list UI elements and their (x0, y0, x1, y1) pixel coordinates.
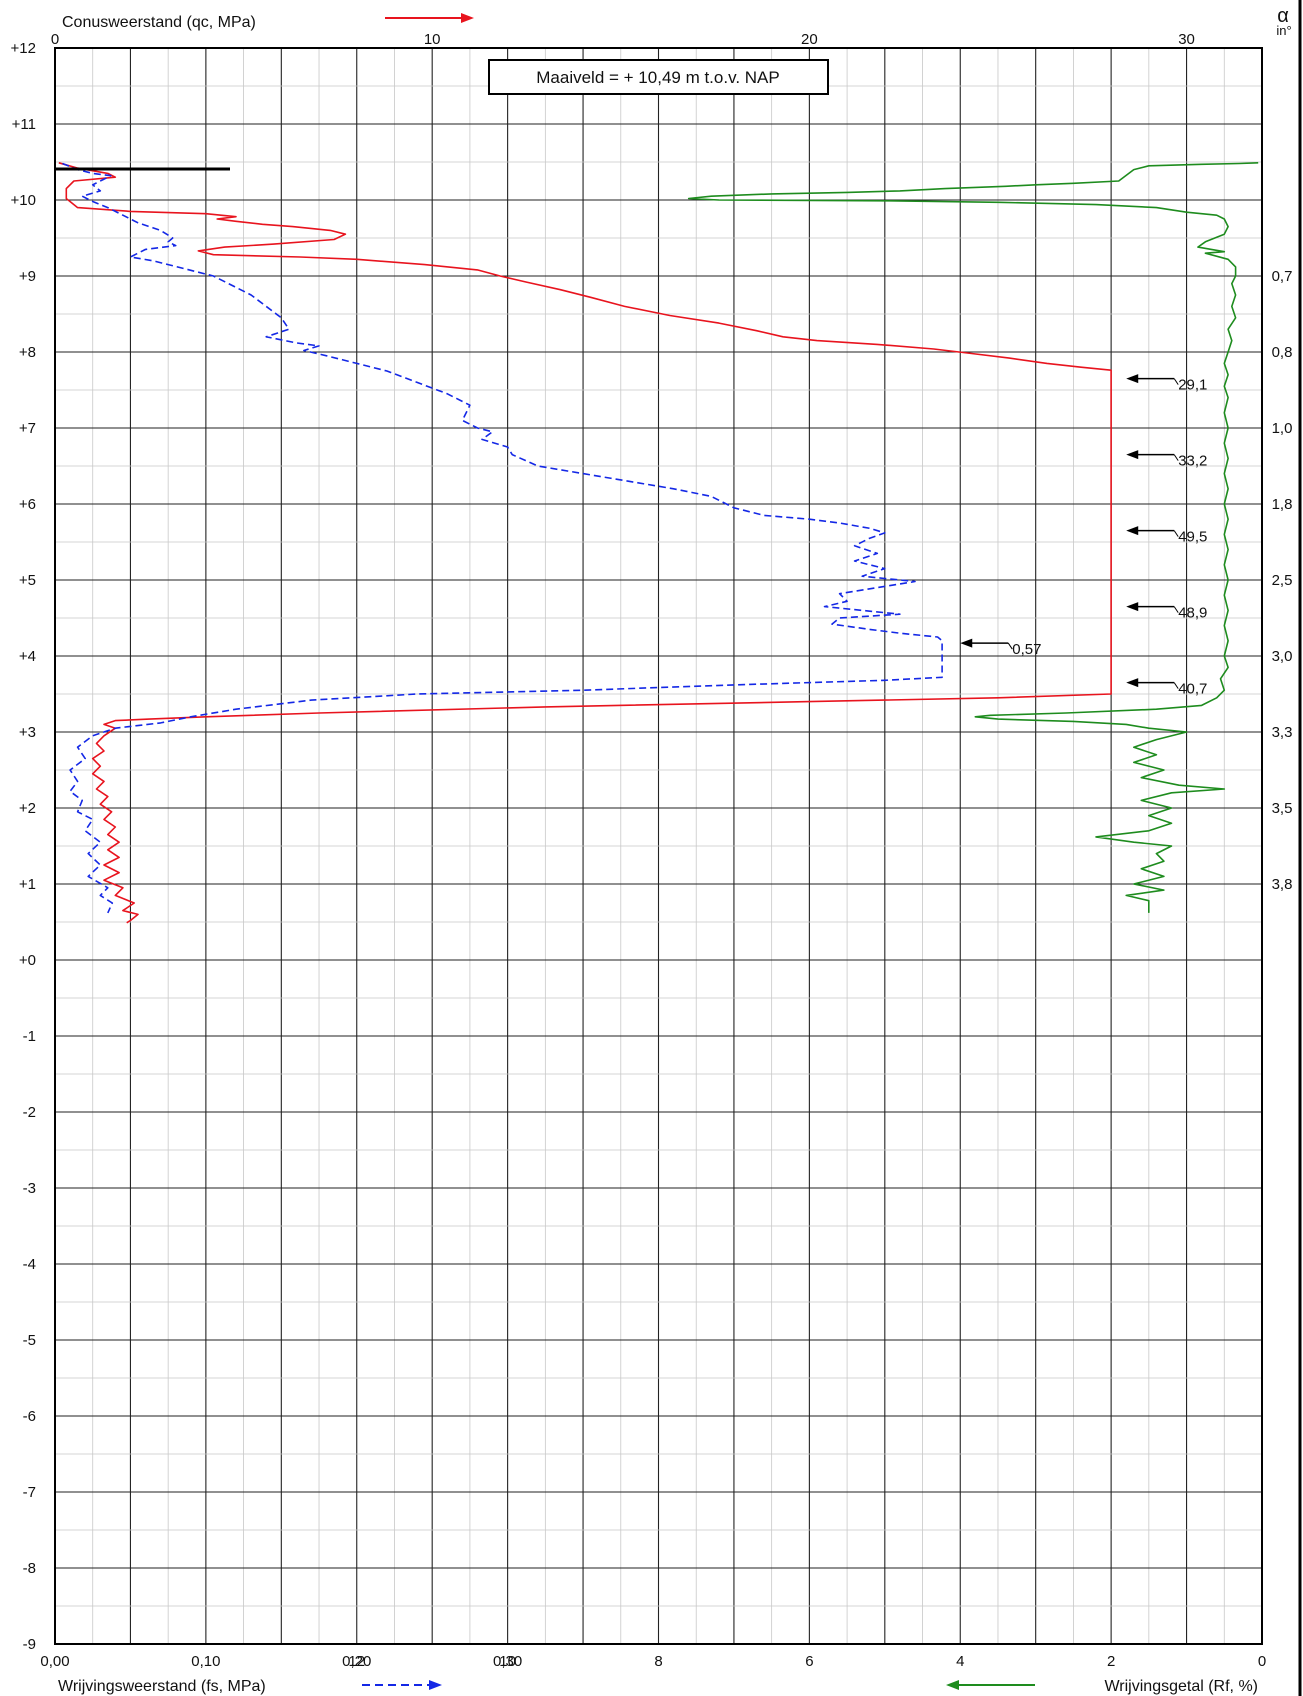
annotations: 29,1 33,2 49,5 48,9 40,7 0,57 (960, 374, 1207, 698)
annotation-leader (1173, 378, 1179, 385)
top-axis-title: Conusweerstand (qc, MPa) (62, 14, 256, 31)
annotation-value: 49,5 (1178, 529, 1207, 546)
annotation-value: 33,2 (1178, 453, 1207, 470)
bottom-left-axis-title: Wrijvingsweerstand (fs, MPa) (58, 1678, 266, 1695)
y-tick-label: -1 (23, 1028, 36, 1045)
annotation-arrowhead (960, 638, 973, 648)
annotation-arrowhead (1126, 526, 1139, 536)
annotation-leader (1173, 454, 1179, 461)
rf-line (687, 162, 1259, 913)
info-box-text: Maaiveld = + 10,49 m t.o.v. NAP (536, 68, 779, 87)
y-tick-label: +12 (11, 40, 36, 57)
series-layer (58, 162, 1259, 924)
y-tick-label: -7 (23, 1484, 36, 1501)
qc-line (58, 162, 1112, 924)
info-box-frame (488, 59, 829, 95)
bottom-right-x-tick-label: 2 (1107, 1653, 1115, 1670)
y-tick-label: +2 (19, 800, 36, 817)
inclination-label: 1,0 (1272, 420, 1293, 437)
annotation-leader (1173, 606, 1179, 613)
bottom-right-x-tick-label: 10 (499, 1653, 516, 1670)
annotation-value: 29,1 (1178, 377, 1207, 394)
top-x-tick-label: 30 (1178, 31, 1195, 48)
y-tick-label: +8 (19, 344, 36, 361)
y-tick-label: +0 (19, 952, 36, 969)
bottom-right-axis-title: Wrijvingsgetal (Rf, %) (1104, 1678, 1258, 1695)
y-tick-label: -3 (23, 1180, 36, 1197)
inclination-label: 0,7 (1272, 268, 1293, 285)
bottom-right-x-tick-label: 4 (956, 1653, 964, 1670)
annotation-arrowhead (1126, 450, 1139, 460)
inclination-label: 1,8 (1272, 496, 1293, 513)
y-tick-label: -2 (23, 1104, 36, 1121)
inclination-label: 3,5 (1272, 800, 1293, 817)
inclination-label: 3,8 (1272, 876, 1293, 893)
inclination-label: 3,3 (1272, 724, 1293, 741)
qc-legend-arrow (385, 13, 474, 23)
y-tick-label: +5 (19, 572, 36, 589)
y-tick-label: +3 (19, 724, 36, 741)
annotation-leader (1007, 642, 1013, 650)
y-tick-label: +6 (19, 496, 36, 513)
y-tick-label: +10 (11, 192, 36, 209)
y-tick-label: -8 (23, 1560, 36, 1577)
y-tick-label: +1 (19, 876, 36, 893)
annotation-arrowhead (1126, 602, 1139, 612)
annotation-leader (1173, 682, 1179, 689)
alpha-unit: in° (1276, 23, 1291, 38)
bottom-left-x-tick-label: 0,20 (342, 1653, 371, 1670)
tick-labels: +12 +11 +10 +9 +8 +7 +6 +5 +4 +3 +2 +1 +0 -1 -2 -3 -4 -5 -… (11, 31, 1293, 1670)
y-tick-label: +9 (19, 268, 36, 285)
fs-legend-arrow (362, 1680, 442, 1690)
y-tick-label: +4 (19, 648, 36, 665)
inclination-label: 2,5 (1272, 572, 1293, 589)
y-tick-label: -5 (23, 1332, 36, 1349)
top-x-tick-label: 20 (801, 31, 818, 48)
alpha-symbol: α (1277, 5, 1289, 27)
y-tick-label: -4 (23, 1256, 36, 1273)
annotation-arrowhead (1126, 374, 1139, 384)
y-tick-label: -9 (23, 1636, 36, 1653)
plot-frame (54, 47, 1263, 1645)
inclination-label: 3,0 (1272, 648, 1293, 665)
y-tick-label: +7 (19, 420, 36, 437)
annotation-leader (1173, 530, 1179, 537)
bottom-right-x-tick-label: 12 (348, 1653, 365, 1670)
annotation-value: 48,9 (1178, 605, 1207, 622)
top-x-tick-label: 10 (424, 31, 441, 48)
y-tick-label: -6 (23, 1408, 36, 1425)
bottom-left-x-tick-label: 0,00 (40, 1653, 69, 1670)
bottom-right-x-tick-label: 6 (805, 1653, 813, 1670)
y-tick-label: +11 (12, 116, 36, 133)
bottom-left-x-tick-label: 0,10 (191, 1653, 220, 1670)
fs-line (62, 162, 943, 914)
annotation-value: 40,7 (1178, 681, 1207, 698)
bottom-right-x-tick-label: 0 (1258, 1653, 1266, 1670)
bottom-left-x-tick-label: 0,30 (493, 1653, 522, 1670)
top-x-tick-label: 0 (51, 31, 59, 48)
bottom-right-x-tick-label: 8 (654, 1653, 662, 1670)
annotation-value: 0,57 (1012, 641, 1041, 658)
inclination-label: 0,8 (1272, 344, 1293, 361)
rf-legend-arrow (946, 1680, 1035, 1690)
annotation-arrowhead (1126, 678, 1139, 688)
chart-grid (55, 48, 1262, 1644)
